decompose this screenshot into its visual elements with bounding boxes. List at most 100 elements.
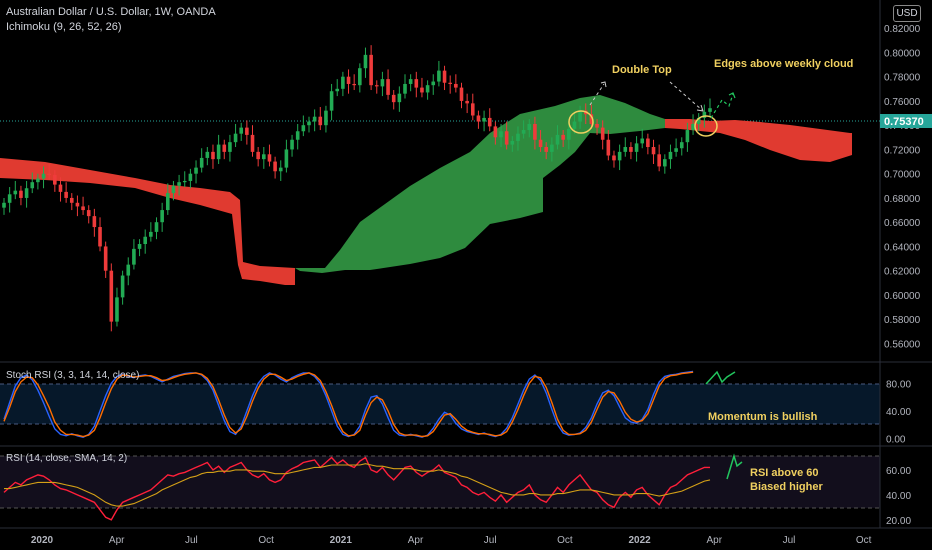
candle-body — [623, 147, 628, 152]
candle-body — [420, 87, 424, 93]
candle-body — [493, 126, 498, 138]
candle-body — [137, 244, 142, 249]
stoch-tick-label: 40.00 — [886, 407, 911, 418]
ichimoku-cloud-bull-1 — [295, 95, 665, 273]
rsi-tick-label: 60.00 — [886, 466, 911, 477]
candle-body — [617, 151, 622, 161]
time-axis[interactable]: 2020 Apr Jul Oct 2021 Apr Jul Oct 2022 Apr Jul Oct — [31, 535, 872, 546]
candle-body — [132, 248, 136, 265]
candle-body — [177, 182, 181, 186]
stoch-axis[interactable]: 0.00 40.00 80.00 — [886, 379, 911, 445]
candle-body — [358, 68, 362, 86]
symbol-title[interactable]: Australian Dollar / U.S. Dollar, 1W, OAN… — [6, 6, 216, 18]
candle-body — [222, 144, 227, 152]
candle-body — [414, 79, 419, 88]
candle-body — [352, 83, 356, 86]
price-tick-label: 0.68000 — [884, 194, 921, 205]
candle-body — [595, 123, 599, 128]
stoch-pane-title[interactable]: Stoch RSI (3, 3, 14, 14, close) — [6, 370, 139, 381]
rsi-pane-title[interactable]: RSI (14, close, SMA, 14, 2) — [6, 453, 127, 464]
candle-body — [188, 173, 193, 181]
rsi-annotation-line1: RSI above 60 — [750, 467, 818, 479]
stoch-lines — [3, 370, 694, 438]
price-tick-label: 0.72000 — [884, 145, 921, 156]
candle-body — [143, 236, 147, 245]
candle-body — [256, 151, 260, 160]
candle-body — [363, 54, 368, 69]
price-tick-label: 0.58000 — [884, 315, 921, 326]
candle-body — [233, 133, 238, 143]
candle-body — [267, 154, 272, 162]
candle-body — [278, 167, 283, 172]
candle-body — [239, 127, 244, 134]
candle-body — [126, 264, 131, 276]
time-tick-label: Oct — [557, 535, 573, 546]
candle-body — [454, 83, 458, 88]
candle-body — [442, 70, 447, 83]
projection-zigzag-head — [728, 92, 736, 99]
candle-body — [19, 190, 23, 198]
candle-body — [160, 210, 164, 223]
price-tick-label: 0.70000 — [884, 170, 921, 181]
double-top-circle — [568, 110, 594, 134]
candle-body — [708, 108, 712, 112]
candle-body — [165, 193, 170, 211]
candle-body — [36, 178, 40, 183]
candle-body — [391, 94, 396, 103]
time-tick-label: Jul — [783, 535, 796, 546]
candle-body — [651, 147, 656, 155]
candle-body — [589, 114, 594, 124]
candle-body — [92, 216, 97, 228]
candle-body — [634, 143, 639, 152]
double-top-arrow-right — [669, 81, 703, 111]
candle-body — [437, 70, 441, 82]
candle-body — [380, 79, 385, 87]
candle-body — [47, 173, 51, 175]
candle-body — [171, 185, 176, 194]
candle-body — [561, 134, 565, 140]
candle-body — [273, 161, 277, 172]
candle-body — [646, 138, 650, 148]
candle-body — [510, 140, 515, 145]
candle-body — [668, 151, 673, 160]
candle-body — [550, 144, 554, 152]
currency-badge[interactable]: USD — [893, 5, 921, 22]
candle-body — [572, 121, 577, 129]
rsi-axis[interactable]: 20.00 40.00 60.00 — [886, 466, 911, 527]
candle-body — [629, 147, 633, 152]
rsi-series-sma — [4, 463, 711, 507]
stoch-zigzag — [705, 370, 736, 385]
candle-body — [335, 88, 340, 92]
time-tick-label: Apr — [707, 535, 723, 546]
candle-body — [58, 184, 63, 192]
rsi-tick-label: 40.00 — [886, 491, 911, 502]
candle-body — [216, 144, 221, 160]
rsi-band-fill — [0, 456, 880, 508]
price-axis[interactable]: 0.56000 0.58000 0.60000 0.62000 0.64000 0.660… — [884, 24, 921, 350]
double-top-arrow-left-head — [600, 81, 607, 88]
candle-body — [482, 117, 486, 122]
candle-body — [538, 139, 543, 148]
candle-body — [504, 131, 509, 145]
candle-body — [465, 100, 469, 104]
candle-body — [431, 81, 436, 86]
rsi-annotation-line2: Biased higher — [750, 481, 823, 493]
candle-body — [408, 79, 413, 84]
price-tick-label: 0.82000 — [884, 24, 921, 35]
last-price-tag — [880, 114, 932, 128]
price-tick-label: 0.56000 — [884, 339, 921, 350]
candle-body — [470, 103, 475, 116]
indicator-title[interactable]: Ichimoku (9, 26, 52, 26) — [6, 21, 122, 33]
candle-body — [403, 83, 407, 94]
candle-body — [544, 147, 549, 152]
price-tick-label: 0.60000 — [884, 291, 921, 302]
candle-body — [98, 227, 102, 247]
price-tick-label: 0.64000 — [884, 242, 921, 253]
time-tick-label: Apr — [109, 535, 125, 546]
rsi-tick-label: 20.00 — [886, 516, 911, 527]
candle-body — [691, 123, 695, 131]
candle-body — [86, 210, 91, 217]
candle-body — [476, 115, 481, 122]
breakout-circle — [694, 115, 718, 137]
